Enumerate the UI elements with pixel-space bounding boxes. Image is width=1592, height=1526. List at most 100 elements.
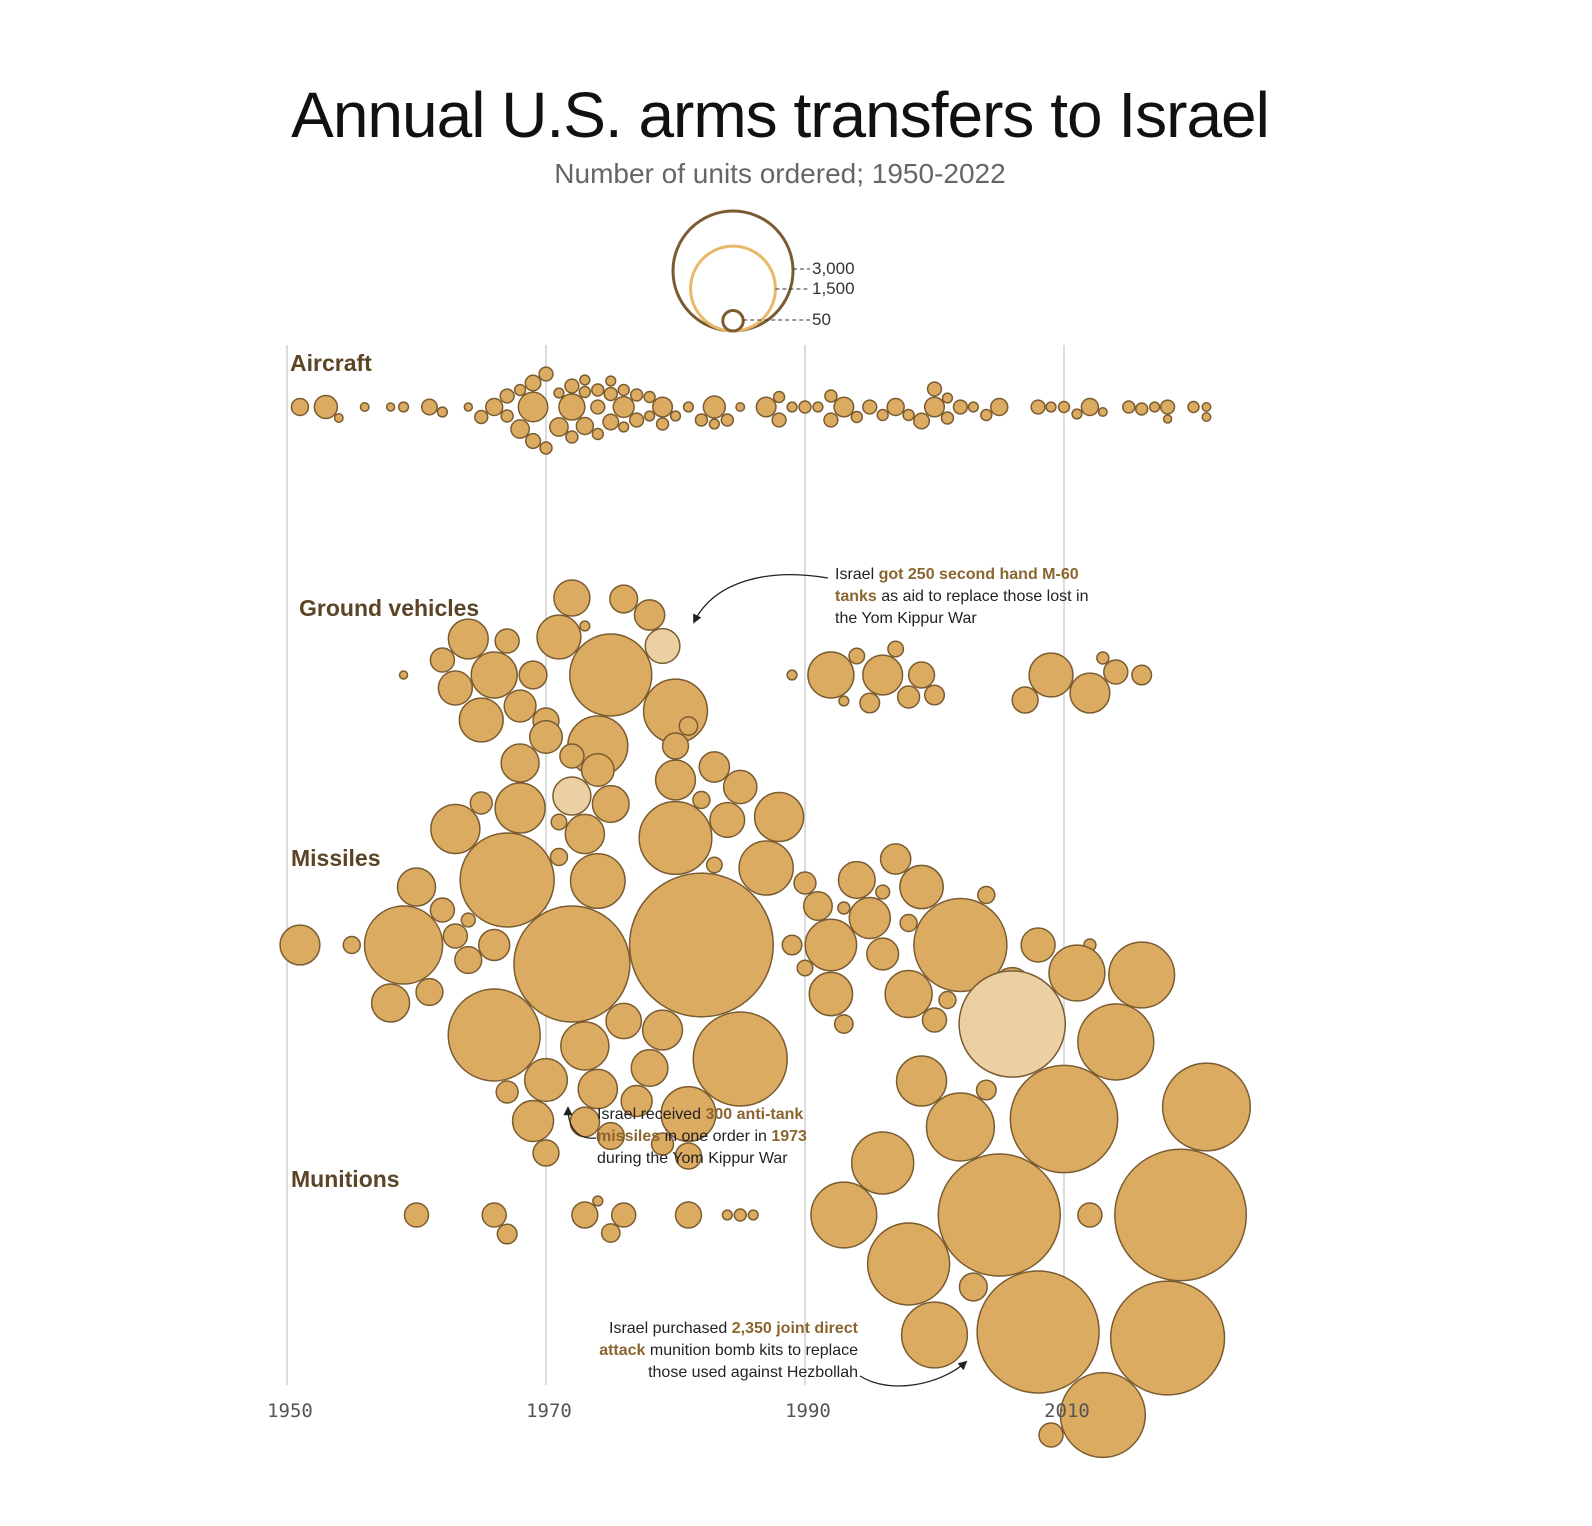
bubble-ground-vehicles (807, 651, 855, 699)
annotation-arrow-munitions (859, 1360, 968, 1387)
bubble-aircraft (385, 402, 396, 412)
bubble-missiles (560, 1021, 610, 1071)
bubble-aircraft (862, 399, 878, 415)
bubble-missiles (641, 1009, 684, 1051)
bubble-munitions (403, 1202, 430, 1228)
bubble-aircraft (575, 416, 595, 436)
bubble-munitions (1077, 1003, 1155, 1081)
bubble-aircraft (524, 432, 542, 450)
bubble-aircraft (720, 413, 735, 427)
bubble-missiles (879, 843, 912, 875)
bubble-aircraft (652, 396, 674, 418)
annotation-missiles: Israel received 300 anti-tank missiles i… (597, 1104, 832, 1170)
bubble-ground-vehicles (447, 618, 489, 660)
legend-circle-1500 (689, 244, 777, 333)
bubble-ground-vehicles (896, 685, 921, 709)
bubble-munitions (571, 1201, 599, 1229)
bubble-aircraft (524, 374, 542, 392)
bubble-munitions (895, 1055, 948, 1107)
bubble-aircraft (824, 389, 838, 403)
bubble-ground-vehicles (569, 633, 653, 717)
bubble-aircraft (940, 411, 955, 425)
bubble-missiles (722, 769, 758, 805)
bubble-missiles (753, 791, 805, 843)
bubble-aircraft (850, 410, 864, 424)
bubble-ground-vehicles (1028, 652, 1074, 698)
bubble-munitions (1038, 1422, 1064, 1448)
x-tick-1970: 1970 (526, 1400, 572, 1422)
bubble-aircraft (333, 413, 344, 423)
bubble-munitions (481, 1202, 507, 1228)
bubble-munitions (1009, 1064, 1119, 1174)
bubble-missiles (804, 918, 858, 972)
bubble-missiles (500, 743, 540, 783)
bubble-aircraft (591, 427, 605, 441)
bubble-missiles (415, 977, 444, 1007)
bubble-aircraft (655, 417, 670, 431)
bubble-ground-vehicles (859, 692, 881, 714)
bubble-missiles (552, 776, 592, 816)
annotation-highlight: got 250 second hand M-60 tanks (835, 566, 1079, 605)
bubble-aircraft (833, 396, 855, 418)
bubble-aircraft (771, 412, 787, 428)
bubble-missiles (837, 901, 851, 915)
bubble-aircraft (1080, 397, 1100, 417)
bubble-aircraft (397, 401, 410, 413)
bubble-missiles (559, 743, 585, 769)
bubble-munitions (810, 1181, 878, 1249)
bubble-missiles (591, 784, 630, 824)
bubble-missiles (899, 864, 944, 910)
bubble-aircraft (1045, 401, 1057, 413)
annotation-arrow-ground (693, 574, 829, 624)
bubble-aircraft (484, 397, 504, 417)
bubble-aircraft (1159, 399, 1176, 415)
bubble-munitions (866, 1222, 951, 1306)
bubble-ground-vehicles (553, 579, 591, 617)
bubble-missiles (848, 896, 891, 940)
annotation-text: Israel received (597, 1106, 706, 1123)
bubble-missiles (698, 751, 731, 783)
bubble-missiles (460, 912, 476, 928)
bubble-aircraft (558, 393, 586, 421)
bubble-munitions (733, 1208, 747, 1222)
bubble-aircraft (923, 396, 946, 418)
annotation-highlight: 2,350 joint direct attack (599, 1320, 858, 1359)
bubble-missiles (709, 801, 746, 839)
bubble-missiles (1020, 927, 1056, 963)
bubble-aircraft (708, 418, 720, 430)
bubble-munitions (937, 1153, 1061, 1277)
bubble-aircraft (1057, 400, 1071, 414)
bubble-missiles (477, 928, 511, 962)
bubble-ground-vehicles (494, 628, 520, 654)
bubble-missiles (674, 1142, 703, 1170)
bubble-munitions (1048, 944, 1106, 1002)
annotation-highlight: 1973 (771, 1128, 807, 1145)
bubble-aircraft (941, 392, 954, 404)
bubble-munitions (496, 1223, 518, 1245)
bubble-ground-vehicles (1131, 664, 1153, 686)
annotation-text: Israel (835, 566, 879, 583)
bubble-aircraft (1201, 402, 1212, 412)
bubble-missiles (605, 1002, 643, 1040)
bubble-missiles (430, 803, 481, 855)
bubble-aircraft (602, 413, 620, 431)
bubble-aircraft (605, 375, 617, 387)
bubble-missiles (459, 832, 555, 928)
chart-subtitle: Number of units ordered; 1950-2022 (554, 158, 1006, 189)
legend-circle-3000 (671, 209, 795, 333)
bubble-munitions (1161, 1062, 1252, 1152)
bubble-missiles (564, 813, 606, 855)
bubble-aircraft (539, 441, 553, 455)
bubble-missiles (875, 884, 891, 900)
bubble-aircraft (1122, 400, 1136, 414)
bubble-ground-vehicles (923, 684, 946, 706)
bubble-missiles (550, 813, 568, 831)
bubble-ground-vehicles (1096, 651, 1110, 665)
bubble-munitions (925, 1092, 996, 1162)
bubble-aircraft (798, 400, 812, 414)
bubble-aircraft (436, 406, 449, 418)
bubble-aircraft (420, 398, 438, 416)
bubble-aircraft (1149, 401, 1161, 413)
bubble-missiles (495, 1080, 519, 1104)
